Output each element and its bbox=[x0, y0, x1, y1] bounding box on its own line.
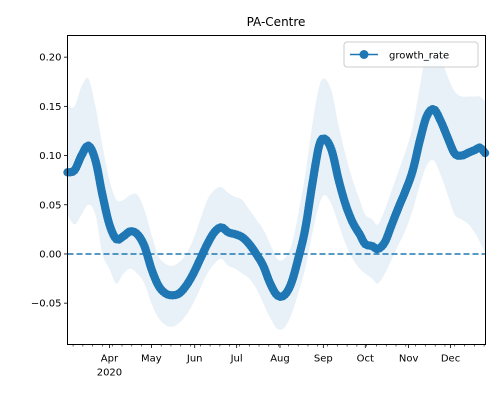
legend: growth_rate bbox=[343, 41, 479, 68]
x-tick-label: Aug bbox=[270, 354, 290, 365]
y-tick-label: 0.20 bbox=[39, 53, 61, 64]
x-tick-label: Nov bbox=[399, 354, 419, 365]
x-tick-label: Sep bbox=[314, 354, 333, 365]
y-tick-label: 0.15 bbox=[39, 102, 61, 113]
plot-frame bbox=[67, 35, 486, 345]
x-tick-year-label: 2020 bbox=[97, 368, 122, 379]
y-axis: −0.05 0.00 0.05 0.10 0.15 0.20 bbox=[31, 53, 68, 310]
confidence-band-layer bbox=[67, 46, 486, 330]
x-tick-label: Apr bbox=[101, 354, 119, 365]
confidence-band bbox=[67, 46, 486, 330]
y-tick-label: 0.00 bbox=[39, 249, 61, 260]
series-layer bbox=[63, 104, 490, 301]
legend-label: growth_rate bbox=[389, 51, 449, 62]
chart-title: PA-Centre bbox=[247, 15, 306, 29]
x-axis: Apr 2020 May Jun Jul Aug Sep Oct Nov Dec bbox=[72, 344, 485, 379]
y-tick-label: 0.10 bbox=[39, 151, 61, 162]
x-tick-label: Jun bbox=[186, 354, 203, 365]
x-tick-label: Oct bbox=[357, 354, 374, 365]
legend-box bbox=[343, 41, 479, 68]
y-tick-label: −0.05 bbox=[31, 299, 62, 310]
y-tick-label: 0.05 bbox=[39, 200, 61, 211]
x-tick-label: May bbox=[141, 354, 162, 365]
legend-marker bbox=[359, 50, 369, 59]
x-tick-label: Jul bbox=[230, 354, 243, 365]
x-tick-label: Dec bbox=[441, 354, 460, 365]
